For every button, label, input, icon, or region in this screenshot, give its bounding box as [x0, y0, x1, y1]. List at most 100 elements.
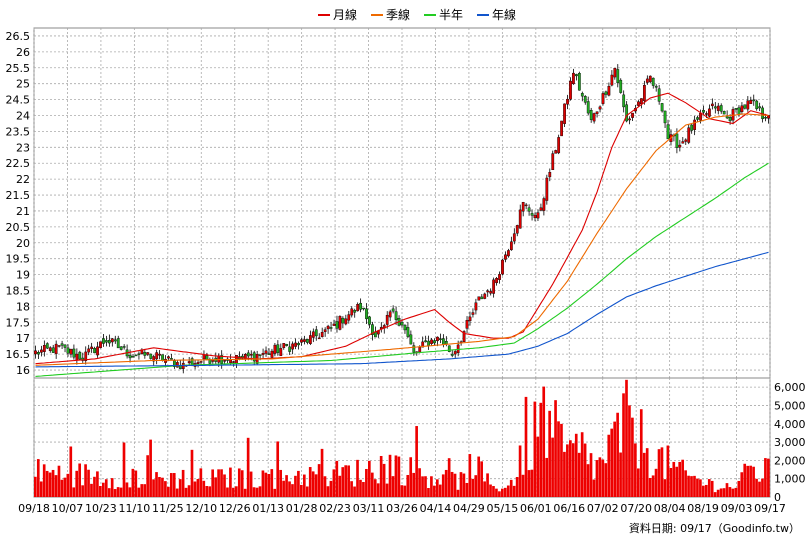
candle-body	[288, 346, 292, 352]
candle-body	[110, 338, 114, 343]
volume-bar	[128, 487, 132, 497]
candle-body	[335, 321, 339, 329]
volume-bar	[462, 473, 466, 497]
volume-bar	[415, 426, 418, 497]
candle-body	[468, 316, 472, 322]
volume-bar	[690, 476, 693, 497]
volume-bar	[557, 421, 560, 497]
price-tick-label: 22.5	[6, 157, 31, 170]
candle-body	[276, 344, 280, 353]
candle-body	[749, 100, 753, 104]
volume-tick-label: 1,000	[774, 473, 806, 486]
volume-bar	[246, 437, 250, 497]
candle-body	[356, 304, 360, 312]
volume-bar	[725, 483, 729, 497]
volume-bar	[424, 476, 427, 497]
candle-body	[385, 314, 389, 325]
volume-bar	[639, 409, 643, 497]
candle-body	[152, 356, 156, 362]
volume-bar	[134, 470, 138, 497]
candle-body	[102, 338, 105, 344]
volume-bar	[693, 475, 696, 497]
candle-body	[122, 346, 126, 348]
candle-body	[507, 250, 510, 257]
candle-body	[430, 339, 433, 344]
price-tick-label: 23	[16, 141, 30, 154]
volume-bar	[483, 481, 486, 497]
volume-bar	[503, 487, 507, 497]
candle-body	[99, 341, 102, 349]
volume-bar	[589, 453, 593, 497]
candle-body	[93, 348, 96, 354]
volume-bar	[447, 458, 451, 497]
candle-body	[421, 341, 425, 348]
volume-bar	[229, 467, 232, 497]
volume-bar	[220, 469, 223, 497]
candle-body	[613, 67, 617, 78]
volume-bar	[477, 456, 481, 497]
candle-body	[577, 73, 581, 91]
candle-body	[501, 259, 504, 275]
candle-body	[684, 139, 688, 142]
price-tick-label: 25.5	[6, 62, 31, 75]
volume-bar	[243, 488, 247, 497]
volume-bar	[131, 468, 135, 497]
volume-bar	[684, 470, 687, 497]
x-tick-label: 10/07	[52, 502, 84, 515]
volume-bar	[506, 485, 510, 497]
volume-bar	[190, 449, 194, 497]
volume-bar	[648, 477, 652, 497]
volume-bar	[193, 481, 197, 497]
volume-bar	[140, 484, 144, 497]
candle-body	[418, 347, 422, 353]
candle-body	[436, 336, 439, 342]
volume-bar	[530, 469, 534, 497]
x-tick-label: 09/03	[721, 502, 753, 515]
candle-body	[740, 105, 744, 112]
price-tick-label: 16	[16, 364, 30, 377]
candle-body	[205, 355, 209, 360]
volume-bar	[276, 441, 280, 497]
volume-bar	[710, 480, 714, 497]
candle-body	[427, 340, 430, 346]
volume-bar	[636, 468, 640, 497]
candle-body	[72, 348, 76, 358]
candle-body	[246, 352, 250, 357]
candle-body	[696, 117, 699, 120]
candle-body	[604, 91, 608, 95]
candle-body	[660, 103, 664, 112]
candle-body	[87, 348, 91, 353]
volume-bar	[175, 488, 179, 497]
volume-bar	[619, 452, 622, 497]
candle-body	[690, 124, 694, 131]
price-tick-label: 16.5	[6, 348, 31, 361]
candle-body	[311, 331, 315, 338]
candle-body	[569, 80, 572, 100]
volume-bar	[595, 460, 599, 497]
volume-bar	[716, 489, 720, 497]
candle-body	[365, 308, 368, 320]
candle-body	[105, 340, 108, 343]
candle-body	[637, 101, 640, 106]
candle-body	[158, 353, 162, 356]
candle-body	[625, 104, 629, 122]
candle-body	[598, 106, 602, 110]
candle-body	[575, 74, 578, 77]
candle-body	[187, 361, 191, 364]
volume-bar	[169, 473, 173, 497]
candle-body	[752, 99, 756, 102]
candle-body	[196, 362, 200, 364]
volume-bar	[332, 469, 336, 497]
volume-bar	[394, 455, 398, 497]
candle-body	[306, 338, 309, 343]
candle-body	[708, 108, 711, 117]
candle-body	[273, 344, 277, 354]
candle-body	[548, 172, 552, 178]
volume-tick-label: 4,000	[774, 418, 806, 431]
volume-bar	[291, 484, 294, 497]
candle-body	[539, 207, 543, 211]
volume-bar	[622, 393, 625, 497]
volume-bar	[675, 466, 679, 497]
volume-bar	[297, 470, 300, 497]
candle-body	[616, 69, 620, 83]
